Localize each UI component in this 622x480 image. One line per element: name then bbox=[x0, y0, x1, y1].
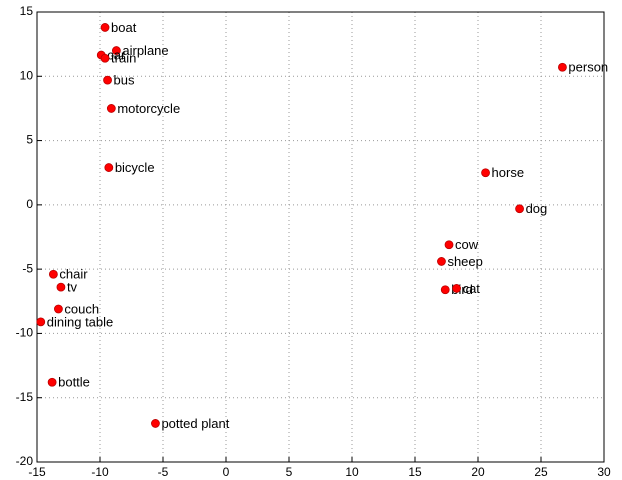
point-label: chair bbox=[59, 267, 88, 282]
x-tick-label: -5 bbox=[158, 465, 169, 479]
point bbox=[100, 23, 110, 32]
point bbox=[47, 377, 57, 387]
y-tick-label: -10 bbox=[16, 326, 34, 340]
point bbox=[515, 204, 524, 214]
point bbox=[36, 317, 46, 327]
point bbox=[151, 419, 160, 428]
point-label: tv bbox=[67, 280, 78, 295]
point bbox=[54, 304, 63, 314]
x-tick-label: -10 bbox=[91, 465, 109, 479]
point-label: bicycle bbox=[115, 160, 155, 175]
point-label: dog bbox=[526, 201, 548, 216]
x-tick-label: 15 bbox=[408, 465, 422, 479]
y-tick-label: 5 bbox=[26, 133, 33, 147]
y-tick-label: 10 bbox=[20, 68, 34, 82]
point bbox=[48, 269, 58, 279]
x-tick-label: 10 bbox=[345, 465, 359, 479]
point-label: motorcycle bbox=[117, 101, 180, 116]
y-tick-label: -15 bbox=[16, 390, 34, 404]
y-tick-label: -20 bbox=[16, 454, 34, 468]
x-tick-label: 5 bbox=[286, 465, 293, 479]
point bbox=[106, 104, 116, 113]
point bbox=[437, 257, 446, 266]
point bbox=[452, 284, 461, 293]
point-label: airplane bbox=[122, 43, 168, 58]
point-label: dining table bbox=[47, 314, 114, 329]
point-label: bottle bbox=[58, 375, 90, 390]
point-label: cat bbox=[463, 281, 481, 296]
point bbox=[100, 53, 110, 63]
point-label: potted plant bbox=[161, 416, 229, 431]
point bbox=[111, 46, 121, 55]
point-label: person bbox=[568, 60, 608, 75]
point bbox=[444, 240, 454, 250]
y-tick-label: 15 bbox=[20, 4, 34, 18]
point-label: bus bbox=[114, 73, 135, 88]
point bbox=[558, 62, 567, 72]
point bbox=[104, 163, 114, 172]
point-label: cow bbox=[455, 237, 479, 252]
y-tick-label: -5 bbox=[22, 261, 33, 275]
plot-frame bbox=[36, 11, 605, 463]
point-label: horse bbox=[492, 165, 525, 180]
x-tick-label: 25 bbox=[534, 465, 548, 479]
x-tick-label: 20 bbox=[471, 465, 485, 479]
x-tick-label: 30 bbox=[597, 465, 611, 479]
point bbox=[56, 282, 66, 292]
point bbox=[440, 285, 450, 295]
point-label: sheep bbox=[447, 254, 482, 269]
point-label: car bbox=[107, 48, 126, 63]
point-label: train bbox=[111, 51, 136, 66]
point bbox=[481, 168, 490, 178]
point bbox=[103, 75, 112, 85]
x-tick-label: -15 bbox=[28, 465, 46, 479]
y-tick-label: 0 bbox=[26, 197, 33, 211]
point-label: couch bbox=[64, 301, 99, 316]
point-label: boat bbox=[111, 20, 137, 35]
x-tick-label: 0 bbox=[223, 465, 230, 479]
